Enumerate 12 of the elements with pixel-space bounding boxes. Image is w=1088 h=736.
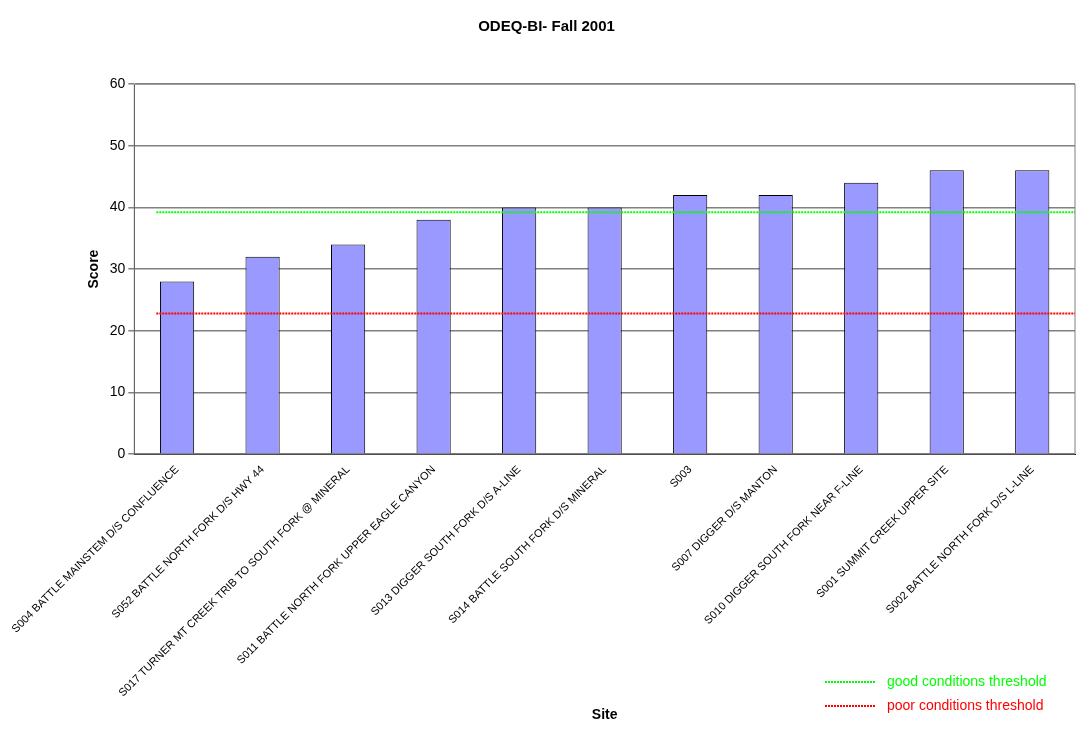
- y-axis-title: Score: [85, 249, 102, 289]
- y-tick-label: 40: [109, 198, 126, 215]
- y-tick-label: 30: [109, 259, 126, 276]
- y-tick-label: 10: [109, 383, 126, 400]
- legend-label: poor conditions threshold: [887, 696, 1044, 713]
- y-tick-label: 20: [109, 321, 126, 338]
- y-tick-label: 60: [109, 74, 126, 91]
- chart-title: ODEQ-BI- Fall 2001: [478, 17, 615, 35]
- legend-label: good conditions threshold: [887, 672, 1047, 689]
- x-axis-title: Site: [591, 706, 618, 723]
- y-tick-label: 0: [117, 444, 126, 461]
- y-tick-label: 50: [109, 136, 126, 153]
